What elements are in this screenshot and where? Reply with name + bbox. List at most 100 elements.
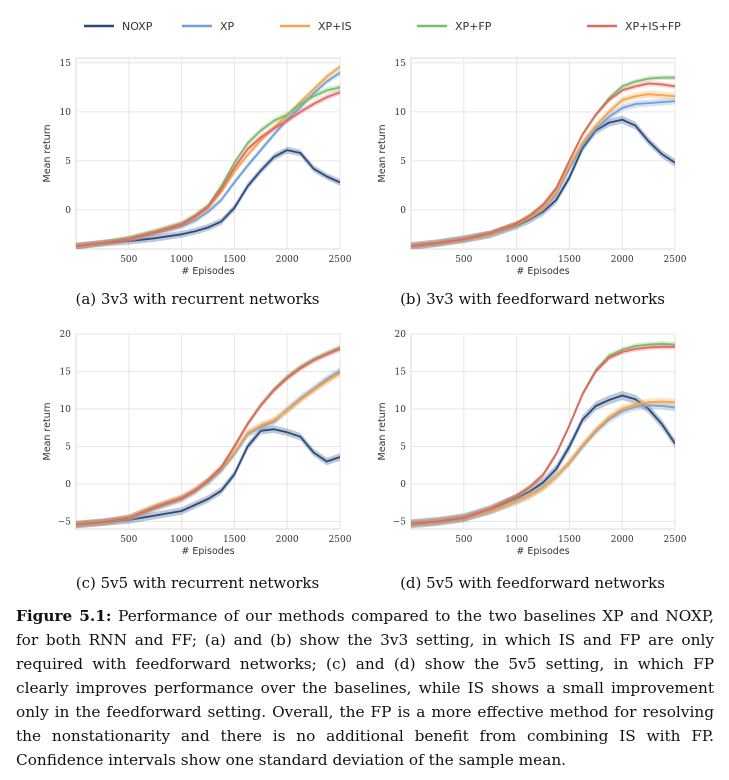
x-tick-label: 1500 [558, 255, 581, 265]
y-tick-label: 15 [60, 59, 72, 69]
y-tick-label: 10 [60, 108, 72, 118]
legend-top-left: NOXP XP XP+IS [0, 0, 365, 52]
plot-area [410, 57, 676, 250]
y-axis-label: Mean return [42, 403, 53, 461]
x-tick-label: 1000 [170, 535, 193, 545]
legend-label-xp-is-fp: XP+IS+FP [625, 20, 681, 33]
legend-label-xp-is: XP+IS [318, 20, 352, 33]
caption-a: (a) 3v3 with recurrent networks [75, 290, 320, 308]
line-xp-is-fp [411, 82, 675, 247]
y-tick-label: 15 [60, 368, 72, 378]
y-tick-label: 5 [400, 157, 406, 167]
y-tick-label: 0 [400, 206, 406, 216]
caption-b: (b) 3v3 with feedforward networks [400, 290, 665, 308]
confidence-band-xp [76, 69, 340, 249]
y-tick-label: 0 [65, 206, 71, 216]
x-axis-label: # Episodes [181, 266, 234, 277]
legend-entry-xp-is-fp: XP+IS+FP [587, 20, 681, 33]
line-xp-fp [76, 86, 340, 247]
x-tick-label: 2500 [664, 535, 687, 545]
line-xp-is-fp [76, 91, 340, 247]
x-tick-label: 1500 [223, 255, 246, 265]
plot-area [410, 333, 676, 530]
y-tick-label: 0 [65, 480, 71, 490]
y-axis-label: Mean return [377, 403, 388, 461]
x-tick-label: 1500 [558, 535, 581, 545]
y-axis-label: Mean return [42, 125, 53, 183]
series-xp-is-fp [76, 346, 340, 528]
y-tick-label: 10 [395, 405, 407, 415]
x-axis-label: # Episodes [516, 266, 569, 277]
caption-c: (c) 5v5 with recurrent networks [75, 574, 320, 592]
panel-c: 500 1000 1500 2000 2500 −5 0 5 10 15 20 # Episodes M… [40, 328, 355, 566]
y-tick-label: 20 [60, 330, 72, 340]
line-xp-is-fp [76, 348, 340, 526]
series-xp-fp [76, 84, 340, 249]
chart-b: 500 1000 1500 2000 2500 0 5 10 15 # Episodes Mean … [377, 57, 687, 277]
y-tick-label: 20 [395, 330, 407, 340]
legend-label-xp: XP [220, 20, 235, 33]
x-tick-label: 500 [455, 535, 472, 545]
series-xp-is-fp [76, 89, 340, 249]
y-tick-label: 5 [65, 157, 71, 167]
x-tick-label: 500 [455, 255, 472, 265]
x-tick-label: 1500 [223, 535, 246, 545]
y-tick-label: −5 [393, 518, 407, 528]
y-axis-label: Mean return [377, 125, 388, 183]
x-axis-label: # Episodes [516, 546, 569, 557]
y-tick-label: 5 [400, 443, 406, 453]
line-noxp [76, 149, 340, 247]
line-xp-is-fp [411, 345, 675, 525]
legend-top-right: XP+FP XP+IS+FP [365, 0, 729, 52]
figure-caption-text: Performance of our methods compared to t… [16, 607, 714, 769]
x-tick-label: 500 [120, 535, 137, 545]
x-tick-label: 1000 [505, 535, 528, 545]
legend-entry-noxp: NOXP [84, 20, 153, 33]
legend-entry-xp-is: XP+IS [280, 20, 352, 33]
y-tick-label: 15 [395, 368, 407, 378]
x-axis-label: # Episodes [181, 546, 234, 557]
figure-caption-label: Figure 5.1: [16, 607, 112, 625]
confidence-band-noxp [76, 146, 340, 249]
y-tick-label: −5 [58, 518, 72, 528]
figure-caption: Figure 5.1: Performance of our methods c… [16, 604, 714, 772]
y-tick-label: 10 [395, 108, 407, 118]
y-tick-label: 15 [395, 59, 407, 69]
legend-entry-xp: XP [182, 20, 235, 33]
series-noxp [76, 425, 340, 529]
x-tick-label: 2500 [329, 535, 352, 545]
plot-area [75, 333, 341, 530]
series-xp-is-fp [411, 81, 675, 249]
legend-left-svg: NOXP XP XP+IS [84, 20, 352, 33]
chart-d: 500 1000 1500 2000 2500 −5 0 5 10 15 20 # Episodes M… [377, 330, 687, 557]
series-xp-is-fp [411, 344, 675, 527]
series-xp-is [411, 397, 675, 528]
x-tick-label: 2000 [276, 255, 299, 265]
x-tick-label: 2000 [611, 535, 634, 545]
panel-d: 500 1000 1500 2000 2500 −5 0 5 10 15 20 # Episodes M… [375, 328, 690, 566]
y-tick-label: 0 [400, 480, 406, 490]
x-tick-label: 500 [120, 255, 137, 265]
legend-label-xp-fp: XP+FP [455, 20, 492, 33]
legend-label-noxp: NOXP [122, 20, 153, 33]
chart-c: 500 1000 1500 2000 2500 −5 0 5 10 15 20 # Episodes M… [42, 330, 352, 557]
line-xp-is [411, 400, 675, 525]
caption-d: (d) 5v5 with feedforward networks [400, 574, 665, 592]
line-noxp [76, 428, 340, 526]
x-tick-label: 2000 [611, 255, 634, 265]
panel-a: 500 1000 1500 2000 2500 0 5 10 15 # Episodes Mean … [40, 52, 355, 286]
x-tick-label: 2500 [664, 255, 687, 265]
legend-right-svg: XP+FP XP+IS+FP [417, 20, 681, 33]
x-tick-label: 1000 [170, 255, 193, 265]
y-tick-label: 10 [60, 405, 72, 415]
x-tick-label: 2500 [329, 255, 352, 265]
chart-a: 500 1000 1500 2000 2500 0 5 10 15 # Episodes Mean … [42, 57, 352, 277]
legend-entry-xp-fp: XP+FP [417, 20, 492, 33]
series-noxp [76, 146, 340, 249]
panel-b: 500 1000 1500 2000 2500 0 5 10 15 # Episodes Mean … [375, 52, 690, 286]
x-tick-label: 2000 [276, 535, 299, 545]
y-tick-label: 5 [65, 443, 71, 453]
x-tick-label: 1000 [505, 255, 528, 265]
plot-area [75, 57, 341, 250]
